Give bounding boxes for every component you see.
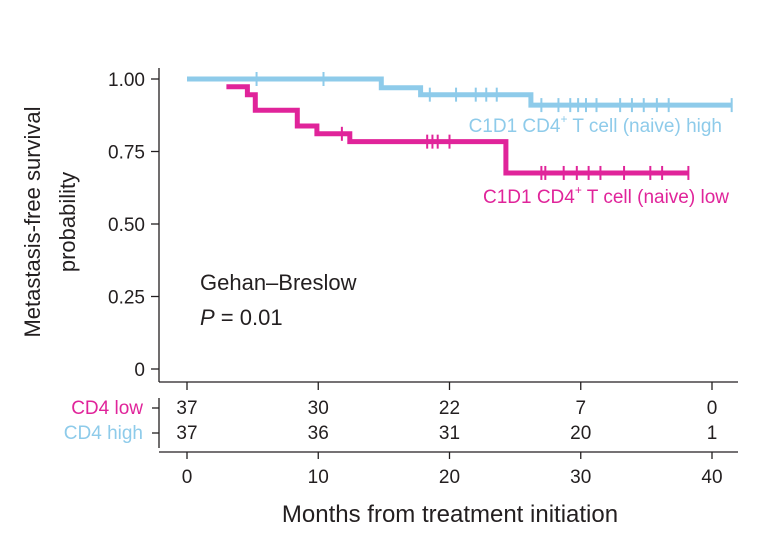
y-tick-group: 0 0.25 0.50 0.75 1.00: [108, 70, 159, 381]
series-label-low-rest: T cell (naive) low: [582, 187, 729, 208]
risk-count: 7: [575, 398, 586, 419]
x-axis-label: Months from treatment initiation: [282, 501, 618, 528]
series-label-high-rest: T cell (naive) high: [567, 116, 722, 137]
curve-group: [187, 72, 733, 180]
x-tick-label: 0: [182, 467, 193, 488]
risk-count: 36: [308, 423, 329, 444]
x-tick-label: 10: [308, 467, 329, 488]
p-value: = 0.01: [215, 305, 283, 330]
risk-count: 31: [439, 423, 460, 444]
risk-count: 20: [570, 423, 591, 444]
p-value-annotation: P = 0.01: [200, 305, 283, 330]
survival-curve-high: [187, 76, 732, 108]
series-label-high: C1D1 CD4+ T cell (naive) high: [469, 112, 722, 137]
risk-count: 37: [176, 398, 197, 419]
risk-count: 22: [439, 398, 460, 419]
y-axis-label-line1: Metastasis-free survival: [20, 106, 45, 337]
x-tick-top-group: [186, 382, 713, 390]
y-tick-label: 0.50: [108, 215, 145, 236]
risk-count: 37: [176, 423, 197, 444]
series-label-high-base: C1D1 CD4: [469, 116, 561, 137]
y-tick-label: 0.25: [108, 288, 145, 309]
series-label-low-sup: +: [575, 183, 582, 197]
x-tick-label: 30: [570, 467, 591, 488]
risk-count: 30: [308, 398, 329, 419]
stat-test-label: Gehan–Breslow: [200, 270, 357, 295]
series-label-low: C1D1 CD4+ T cell (naive) low: [483, 183, 729, 208]
x-tick-label: 40: [701, 467, 722, 488]
risk-table: CD4 low 37 30 22 7 0 CD4 high 37 36 31 20 1: [64, 398, 718, 444]
x-tick-bottom-group: 0 10 20 30 40: [182, 452, 723, 488]
y-axis-label-line2: probability: [55, 172, 80, 272]
series-label-low-base: C1D1 CD4: [483, 187, 575, 208]
p-label: P: [200, 305, 215, 330]
series-label-high-sup: +: [560, 112, 567, 126]
survival-curve-low: [226, 84, 689, 176]
risk-count: 1: [707, 423, 718, 444]
x-tick-label: 20: [439, 467, 460, 488]
risk-count: 0: [707, 398, 718, 419]
y-tick-label: 0: [134, 360, 145, 381]
y-tick-label: 1.00: [108, 70, 145, 91]
risk-row-label: CD4 low: [71, 398, 143, 419]
y-tick-label: 0.75: [108, 143, 145, 164]
risk-row-label: CD4 high: [64, 423, 143, 444]
